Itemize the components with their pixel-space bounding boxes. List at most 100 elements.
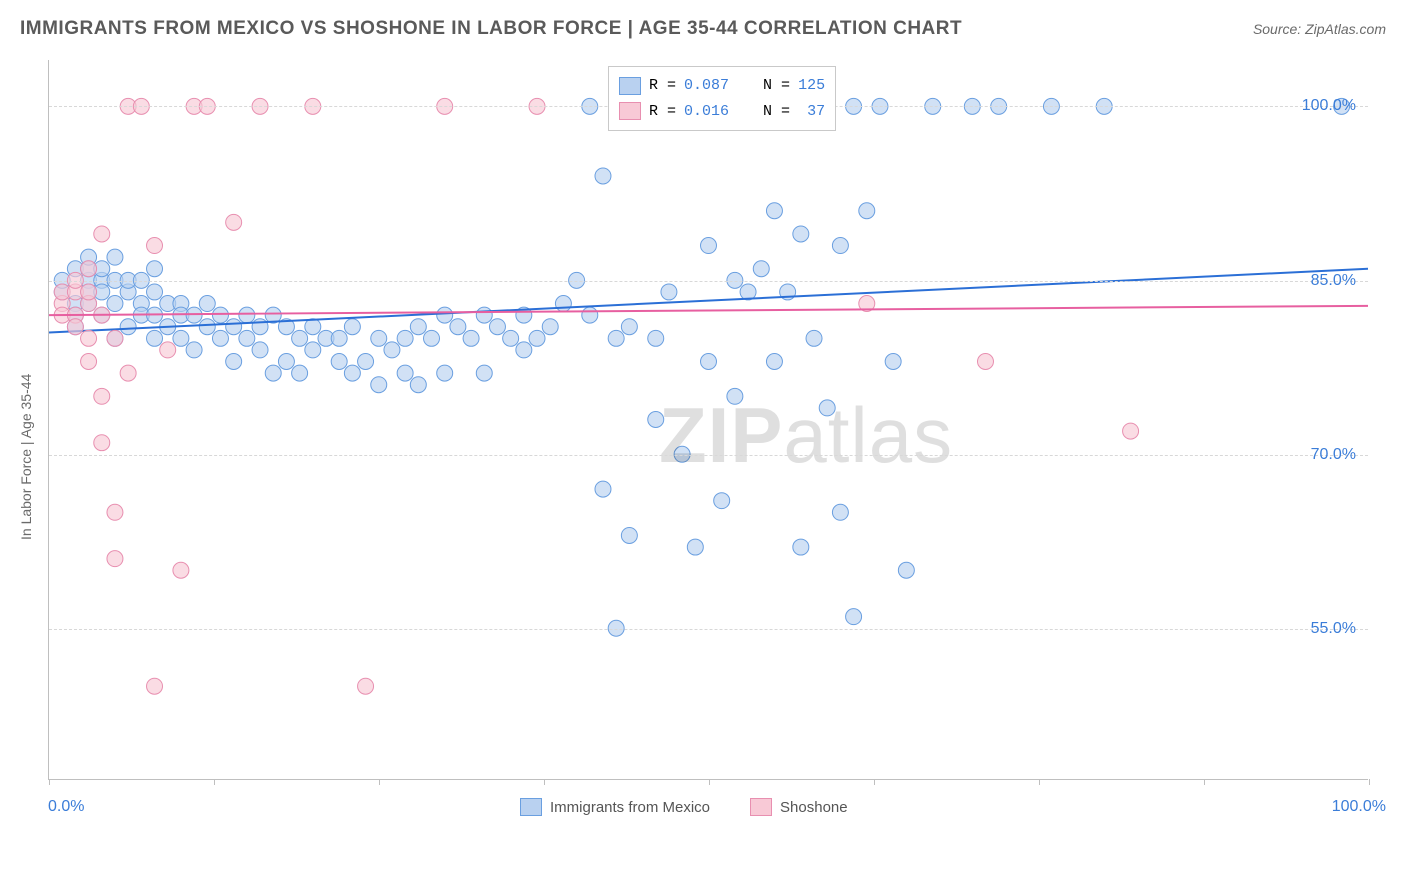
stats-row-2: R = 0.016 N = 37: [619, 99, 825, 125]
data-point: [305, 319, 321, 335]
y-tick-label: 70.0%: [1311, 446, 1356, 464]
data-point: [714, 493, 730, 509]
gridline: [49, 455, 1368, 456]
data-point: [120, 319, 136, 335]
data-point: [226, 319, 242, 335]
r-label-2: R =: [649, 99, 676, 125]
source-label: Source: ZipAtlas.com: [1253, 21, 1386, 37]
data-point: [107, 504, 123, 520]
y-tick-label: 55.0%: [1311, 620, 1356, 638]
data-point: [94, 226, 110, 242]
legend-item-shoshone: Shoshone: [750, 798, 848, 816]
n-label-1: N =: [763, 73, 790, 99]
y-tick-label: 100.0%: [1302, 97, 1356, 115]
data-point: [239, 330, 255, 346]
swatch-mexico: [619, 77, 641, 95]
data-point: [147, 330, 163, 346]
x-tick: [874, 779, 875, 785]
data-point: [806, 330, 822, 346]
data-point: [621, 527, 637, 543]
legend-item-mexico: Immigrants from Mexico: [520, 798, 710, 816]
data-point: [371, 377, 387, 393]
x-tick: [1204, 779, 1205, 785]
data-point: [885, 354, 901, 370]
data-point: [437, 307, 453, 323]
data-point: [898, 562, 914, 578]
data-point: [582, 307, 598, 323]
data-point: [252, 342, 268, 358]
x-tick: [214, 779, 215, 785]
y-axis-title: In Labor Force | Age 35-44: [18, 374, 34, 540]
data-point: [859, 203, 875, 219]
x-label-right: 100.0%: [1332, 798, 1386, 816]
data-point: [516, 342, 532, 358]
data-point: [94, 435, 110, 451]
data-point: [397, 330, 413, 346]
data-point: [212, 307, 228, 323]
data-point: [701, 238, 717, 254]
x-tick: [709, 779, 710, 785]
data-point: [555, 296, 571, 312]
x-label-left: 0.0%: [48, 798, 84, 816]
data-point: [766, 203, 782, 219]
data-point: [424, 330, 440, 346]
data-point: [832, 504, 848, 520]
data-point: [239, 307, 255, 323]
data-point: [503, 330, 519, 346]
data-point: [81, 354, 97, 370]
r-value-1: 0.087: [684, 73, 729, 99]
stats-legend: R = 0.087 N = 125 R = 0.016 N = 37: [608, 66, 836, 131]
legend-label-shoshone: Shoshone: [780, 799, 848, 816]
x-tick: [544, 779, 545, 785]
data-point: [278, 354, 294, 370]
chart-svg: [49, 60, 1368, 779]
gridline: [49, 281, 1368, 282]
data-point: [358, 354, 374, 370]
trend-line: [49, 269, 1368, 333]
data-point: [186, 342, 202, 358]
data-point: [107, 330, 123, 346]
data-point: [94, 388, 110, 404]
data-point: [384, 342, 400, 358]
x-tick: [1369, 779, 1370, 785]
data-point: [476, 365, 492, 381]
n-value-1: 125: [798, 73, 825, 99]
y-tick-label: 85.0%: [1311, 272, 1356, 290]
data-point: [529, 330, 545, 346]
data-point: [450, 319, 466, 335]
r-label-1: R =: [649, 73, 676, 99]
data-point: [331, 330, 347, 346]
legend-label-mexico: Immigrants from Mexico: [550, 799, 710, 816]
data-point: [107, 551, 123, 567]
data-point: [819, 400, 835, 416]
data-point: [344, 319, 360, 335]
data-point: [489, 319, 505, 335]
data-point: [648, 412, 664, 428]
data-point: [687, 539, 703, 555]
data-point: [832, 238, 848, 254]
data-point: [793, 539, 809, 555]
data-point: [212, 330, 228, 346]
data-point: [1123, 423, 1139, 439]
x-tick: [49, 779, 50, 785]
data-point: [107, 296, 123, 312]
data-point: [147, 678, 163, 694]
data-point: [410, 319, 426, 335]
data-point: [793, 226, 809, 242]
data-point: [727, 388, 743, 404]
plot-area: ZIPatlas 55.0%70.0%85.0%100.0%: [48, 60, 1368, 780]
data-point: [226, 214, 242, 230]
n-label-2: N =: [763, 99, 790, 125]
chart-title: IMMIGRANTS FROM MEXICO VS SHOSHONE IN LA…: [20, 18, 962, 40]
x-tick: [379, 779, 380, 785]
data-point: [463, 330, 479, 346]
data-point: [437, 365, 453, 381]
data-point: [542, 319, 558, 335]
data-point: [344, 365, 360, 381]
data-point: [621, 319, 637, 335]
data-point: [410, 377, 426, 393]
data-point: [292, 330, 308, 346]
data-point: [265, 365, 281, 381]
data-point: [147, 261, 163, 277]
data-point: [173, 562, 189, 578]
